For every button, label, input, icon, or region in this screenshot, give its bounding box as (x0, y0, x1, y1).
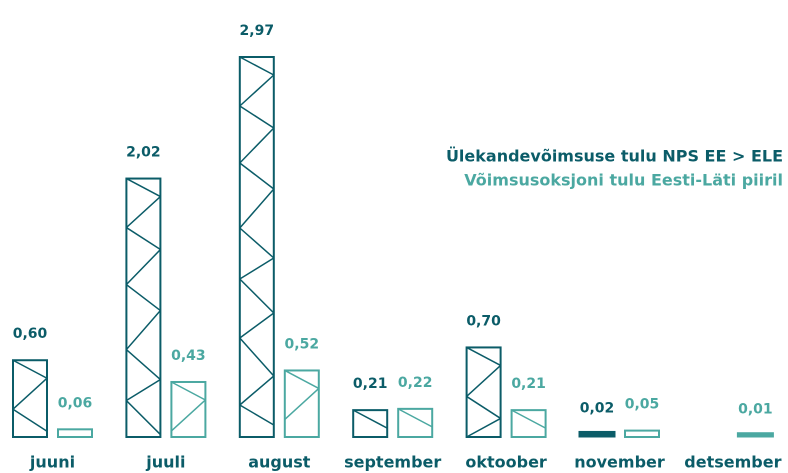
value-label: 0,70 (466, 313, 501, 329)
bar-pattern (239, 337, 275, 377)
bar-pattern (239, 188, 275, 229)
bar-pattern (466, 395, 502, 420)
x-tick-label: august (248, 453, 311, 472)
bar-pattern (125, 400, 161, 436)
bar-pattern (171, 381, 206, 401)
bar-pattern (397, 408, 433, 428)
bar (283, 369, 320, 439)
bar-pattern (284, 369, 320, 390)
bar-pattern (511, 409, 546, 429)
bar-pattern (239, 404, 275, 426)
bar (397, 407, 434, 438)
bar-pattern (12, 377, 48, 410)
x-tick-label: november (574, 453, 665, 472)
bar (238, 56, 275, 438)
value-label: 0,21 (353, 376, 388, 392)
bar (170, 380, 207, 438)
bar-pattern (239, 74, 275, 107)
bar-pattern (126, 177, 161, 198)
bar-pattern (126, 378, 161, 402)
x-tick-label: juuli (145, 453, 185, 472)
bar-pattern (239, 375, 275, 406)
x-tick-label: oktoober (465, 453, 547, 472)
value-label: 0,06 (58, 395, 93, 411)
bar-pattern (12, 359, 48, 379)
value-label: 2,97 (240, 23, 275, 39)
bar (125, 177, 162, 438)
x-tick-label: september (344, 453, 441, 472)
x-tick-label: detsember (684, 453, 781, 472)
bar (736, 432, 774, 438)
bar (12, 359, 48, 439)
bar-pattern (352, 409, 388, 429)
bar (465, 346, 502, 438)
bar-pattern (239, 257, 275, 280)
bar-pattern (239, 278, 275, 314)
bar-pattern (284, 387, 320, 421)
value-label: 0,60 (13, 326, 48, 342)
bar-pattern (466, 364, 502, 397)
value-label: 2,02 (126, 145, 161, 161)
legend-entry: Võimsusoksjoni tulu Eesti-Läti piiril (464, 171, 783, 190)
legend: Ülekandevõimsuse tulu NPS EE > ELE Võims… (446, 147, 783, 190)
bar (510, 409, 547, 439)
bar (352, 409, 389, 439)
value-label: 0,43 (171, 348, 206, 364)
bar-pattern (125, 195, 161, 229)
bar (578, 430, 616, 438)
bar-pattern (466, 346, 501, 367)
bar-pattern (239, 227, 275, 259)
bar-pattern (12, 408, 48, 432)
legend-entry: Ülekandevõimsuse tulu NPS EE > ELE (446, 147, 783, 166)
bar (624, 429, 660, 438)
value-label: 0,02 (580, 400, 615, 416)
bar-pattern (125, 310, 161, 351)
value-label: 0,52 (285, 336, 320, 352)
bar-pattern (239, 162, 275, 190)
bar-pattern (239, 105, 275, 129)
bar-pattern (466, 417, 501, 438)
bar-pattern (125, 249, 161, 286)
bar-pattern (125, 348, 161, 381)
value-label: 0,01 (738, 402, 773, 418)
bar-pattern (125, 226, 161, 251)
bar-pattern (239, 56, 275, 76)
value-label: 0,22 (398, 375, 433, 391)
x-tick-label: juuni (29, 453, 75, 472)
bar-pattern (125, 283, 161, 312)
bar-pattern (239, 127, 275, 164)
bar-pattern (170, 399, 206, 432)
bar (57, 428, 93, 439)
value-label: 0,05 (625, 397, 660, 413)
bar-pattern (239, 312, 275, 339)
value-label: 0,21 (511, 376, 546, 392)
